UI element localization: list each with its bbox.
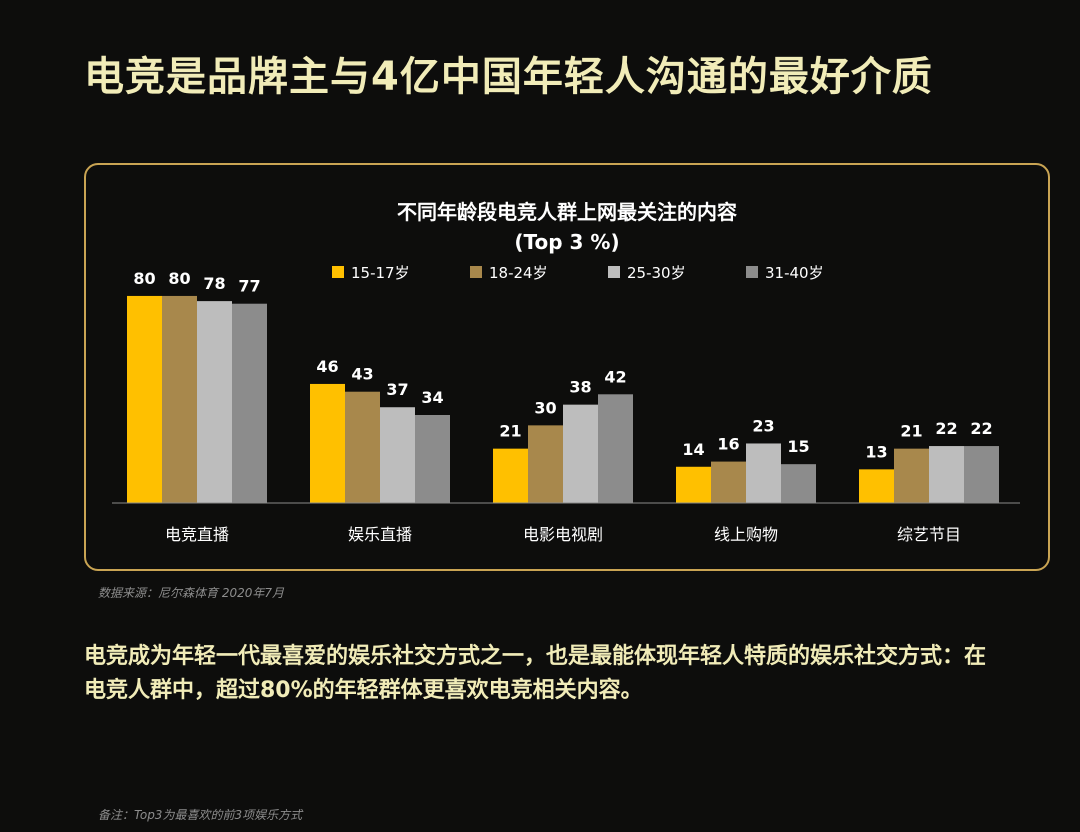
legend-swatch: [608, 266, 620, 278]
bar: [929, 446, 964, 503]
summary-line-1: 电竞成为年轻一代最喜爱的娱乐社交方式之一，也是最能体现年轻人特质的娱乐社交方式：…: [84, 644, 987, 669]
legend-swatch: [470, 266, 482, 278]
legend-swatch: [332, 266, 344, 278]
legend-label: 31-40岁: [765, 264, 824, 282]
bar: [380, 407, 415, 503]
data-label: 43: [351, 365, 373, 384]
data-label: 22: [970, 419, 992, 438]
bar: [964, 446, 999, 503]
chart-bars: 80 80 78 77 46 43 37 34 21 30 38 42 14 16 23 15 13 21 22 22: [127, 269, 999, 503]
data-label: 30: [534, 398, 556, 417]
bar: [598, 394, 633, 503]
data-label: 80: [168, 269, 190, 288]
data-label: 16: [717, 435, 739, 454]
bar: [746, 443, 781, 503]
page-title: 电竞是品牌主与4亿中国年轻人沟通的最好介质: [84, 54, 933, 100]
data-label: 80: [133, 269, 155, 288]
summary-line-2: 电竞人群中，超过80%的年轻群体更喜欢电竞相关内容。: [84, 678, 643, 703]
bar: [859, 469, 894, 503]
bar-chart: 不同年龄段电竞人群上网最关注的内容 (Top 3 %) 15-17岁 18-24岁…: [112, 200, 1020, 544]
data-label: 13: [865, 442, 887, 461]
data-label: 34: [421, 388, 443, 407]
bar: [162, 295, 197, 503]
bar: [415, 415, 450, 503]
x-tick-label: 线上购物: [714, 525, 778, 544]
x-tick-label: 娱乐直播: [348, 525, 412, 544]
bar: [310, 383, 345, 503]
data-label: 37: [386, 380, 408, 399]
bar: [711, 461, 746, 503]
bar: [197, 301, 232, 503]
x-tick-label: 电竞直播: [165, 525, 229, 544]
data-label: 23: [752, 416, 774, 435]
bar: [493, 448, 528, 503]
bar: [781, 464, 816, 503]
x-tick-label: 电影电视剧: [523, 525, 603, 544]
chart-subtitle: (Top 3 %): [514, 230, 619, 254]
data-label: 42: [604, 367, 626, 386]
x-axis-labels: 电竞直播 娱乐直播 电影电视剧 线上购物 综艺节目: [165, 525, 961, 544]
legend-label: 15-17岁: [351, 264, 410, 282]
data-label: 38: [569, 378, 591, 397]
chart-legend: 15-17岁 18-24岁 25-30岁 31-40岁: [332, 264, 824, 282]
bar: [232, 303, 267, 503]
data-label: 15: [787, 437, 809, 456]
data-label: 14: [682, 440, 704, 459]
bar: [676, 466, 711, 503]
legend-label: 25-30岁: [627, 264, 686, 282]
legend-label: 18-24岁: [489, 264, 548, 282]
bar: [563, 404, 598, 503]
footnote: 备注：Top3为最喜欢的前3项娱乐方式: [98, 808, 303, 822]
data-label: 77: [238, 277, 260, 296]
bar: [127, 295, 162, 503]
data-label: 21: [900, 422, 922, 441]
data-label: 21: [499, 422, 521, 441]
chart-title: 不同年龄段电竞人群上网最关注的内容: [397, 200, 737, 224]
bar: [894, 448, 929, 503]
data-label: 22: [935, 419, 957, 438]
x-tick-label: 综艺节目: [897, 525, 961, 544]
data-label: 46: [316, 357, 338, 376]
summary-text: 电竞成为年轻一代最喜爱的娱乐社交方式之一，也是最能体现年轻人特质的娱乐社交方式：…: [84, 640, 1034, 708]
bar: [345, 391, 380, 503]
data-label: 78: [203, 274, 225, 293]
chart-frame: 不同年龄段电竞人群上网最关注的内容 (Top 3 %) 15-17岁 18-24岁…: [84, 163, 1050, 571]
data-source-note: 数据来源：尼尔森体育 2020年7月: [98, 586, 284, 600]
bar: [528, 425, 563, 503]
legend-swatch: [746, 266, 758, 278]
